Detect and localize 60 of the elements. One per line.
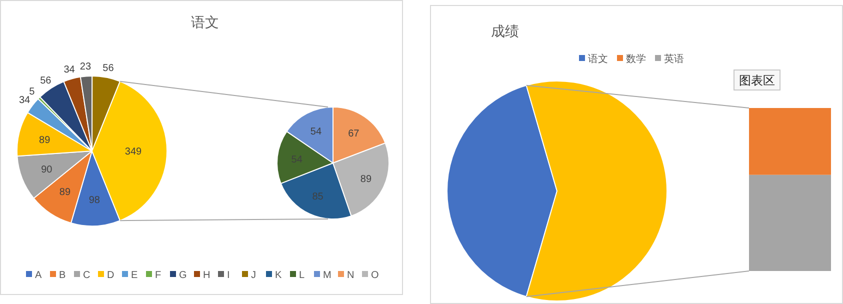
data-label: 98 (88, 195, 100, 206)
chart-title: 语文 (191, 14, 219, 30)
legend-label: F (155, 270, 162, 281)
legend-label: O (371, 270, 379, 281)
legend-label: 数学 (626, 53, 646, 65)
data-label: 34 (18, 94, 31, 106)
legend-label: C (83, 270, 90, 281)
data-label: 5 (29, 86, 36, 98)
slice: 85 (280, 162, 352, 220)
data-label: 56 (40, 75, 52, 86)
legend-item: N (338, 270, 354, 281)
legend-item: F (146, 270, 162, 281)
data-label: 67 (348, 128, 360, 140)
data-label: 349 (124, 146, 142, 158)
data-label: 56 (102, 63, 114, 74)
annotation-box: 图表区 (734, 70, 780, 90)
data-label: 90 (41, 164, 53, 176)
data-label: 89 (59, 187, 71, 198)
legend-label: N (347, 270, 354, 281)
legend-item: I (218, 270, 230, 281)
slice: 67 (332, 106, 386, 164)
legend-label: K (275, 270, 282, 281)
data-label: 23 (80, 62, 92, 73)
data-label: 85 (312, 192, 324, 203)
legend-item: E (122, 270, 138, 281)
legend-label: I (227, 270, 230, 281)
legend-label: H (203, 270, 210, 281)
legend-item: 数学 (617, 54, 646, 65)
legend-item: H (194, 270, 210, 281)
legend-item: J (242, 270, 256, 281)
legend-label: L (299, 270, 305, 281)
legend-label: J (251, 270, 256, 281)
slice: 89 (16, 112, 92, 157)
legend-label: 语文 (588, 53, 608, 65)
slice: 56 (92, 63, 121, 152)
legend-item: C (74, 270, 90, 281)
legend-item: K (266, 270, 282, 281)
legend-item: A (26, 270, 42, 281)
legend-label: 英语 (664, 53, 684, 65)
legend-item: B (50, 270, 66, 281)
slice: 89 (332, 142, 390, 216)
legend-label: E (131, 270, 138, 281)
slice: 98 (70, 150, 121, 226)
legend-item: 英语 (655, 54, 684, 65)
data-label: 89 (360, 174, 372, 185)
legend-item: L (290, 270, 305, 281)
data-label: 89 (39, 135, 51, 146)
legend-label: G (179, 270, 187, 281)
legend-item: G (170, 270, 187, 281)
legend-item: 语文 (579, 54, 608, 65)
legend-item: D (98, 270, 114, 281)
legend-label: A (35, 270, 42, 281)
legend-label: B (59, 270, 66, 281)
data-label: 34 (64, 64, 76, 76)
data-label: 54 (310, 126, 322, 138)
legend-label: M (323, 270, 332, 281)
chart-title: 成绩 (491, 23, 519, 39)
legend-label: D (107, 270, 114, 281)
legend-item: O (362, 270, 379, 281)
legend-item: M (314, 270, 332, 281)
